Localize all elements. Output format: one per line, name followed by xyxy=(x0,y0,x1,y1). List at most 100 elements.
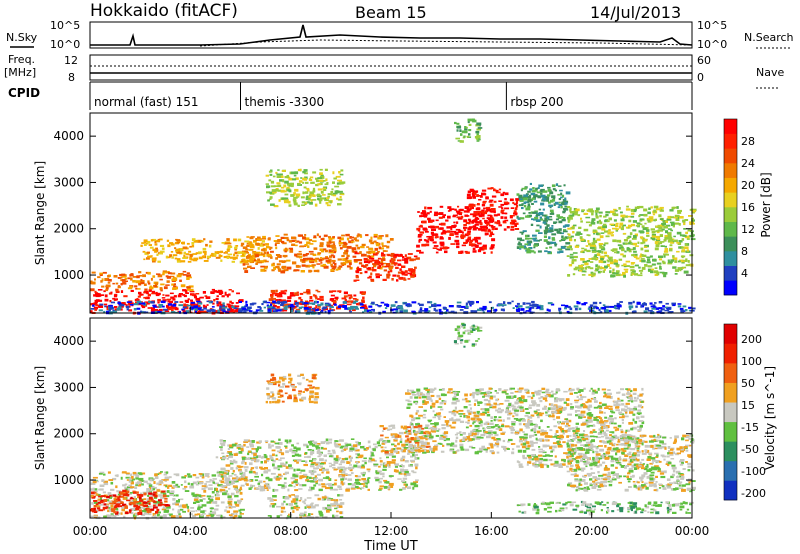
power-cell xyxy=(312,294,316,297)
velocity-cell xyxy=(170,515,176,518)
velocity-cell xyxy=(108,479,114,481)
velocity-cell xyxy=(348,455,352,459)
velocity-cell xyxy=(216,490,219,494)
velocity-cell xyxy=(333,441,337,445)
velocity-cell xyxy=(342,449,347,451)
power-cell xyxy=(262,243,266,246)
power-cell xyxy=(456,221,459,224)
power-cell xyxy=(208,255,211,258)
power-cell xyxy=(329,306,334,309)
velocity-cell xyxy=(240,448,244,452)
power-cell xyxy=(502,221,507,224)
power-cell xyxy=(375,243,380,247)
velocity-cell xyxy=(264,482,269,485)
power-cell xyxy=(298,180,303,183)
velocity-cell xyxy=(363,457,367,460)
velocity-cell xyxy=(251,440,255,443)
power-cell xyxy=(126,308,129,311)
power-cell xyxy=(167,244,171,248)
power-cell xyxy=(143,283,147,286)
velocity-cell xyxy=(250,484,256,487)
velocity-cell xyxy=(254,472,258,475)
power-cell xyxy=(284,305,290,308)
power-cell xyxy=(613,213,619,217)
power-cell xyxy=(484,219,488,223)
velocity-cell xyxy=(130,511,134,515)
power-cell xyxy=(337,258,342,261)
power-cell xyxy=(97,276,101,279)
velocity-cell xyxy=(405,392,410,395)
power-cell xyxy=(169,242,174,245)
velocity-cell xyxy=(272,499,277,501)
power-cell xyxy=(208,300,213,304)
power-cell xyxy=(226,238,230,241)
power-cell xyxy=(334,185,340,188)
velocity-cell xyxy=(284,496,290,500)
power-cell xyxy=(264,265,268,268)
velocity-cell xyxy=(154,492,158,495)
power-cell xyxy=(217,289,223,292)
power-cell xyxy=(652,238,656,241)
power-cell xyxy=(428,306,432,309)
velocity-cell xyxy=(238,509,242,512)
power-cell xyxy=(562,230,568,233)
velocity-cell xyxy=(192,481,197,485)
power-cell xyxy=(465,251,470,254)
power-cell xyxy=(356,268,361,271)
power-cell xyxy=(301,302,304,305)
power-cell xyxy=(132,280,136,283)
power-cell xyxy=(154,285,157,288)
power-cell xyxy=(191,293,194,297)
power-cell xyxy=(533,251,536,254)
velocity-cell xyxy=(347,461,351,464)
velocity-cell xyxy=(325,487,330,490)
power-cell xyxy=(601,228,606,231)
power-cell xyxy=(273,205,279,208)
velocity-cell xyxy=(340,459,345,463)
power-cell xyxy=(325,202,329,205)
cpid-segment-label: themis -3300 xyxy=(245,95,325,109)
velocity-cell xyxy=(191,492,195,496)
power-cell xyxy=(167,300,170,303)
power-cell xyxy=(157,298,161,302)
power-cell xyxy=(232,311,235,313)
power-cell xyxy=(472,196,476,199)
power-cell xyxy=(183,274,187,276)
velocity-cell xyxy=(205,516,209,519)
velocity-cell xyxy=(125,472,130,475)
power-cell xyxy=(138,271,142,274)
power-cell xyxy=(182,306,187,309)
velocity-cell xyxy=(464,448,470,452)
velocity-cell xyxy=(108,496,113,499)
velocity-cell xyxy=(314,475,317,478)
power-cell xyxy=(646,232,650,234)
velocity-cell xyxy=(136,481,142,484)
power-cell xyxy=(575,208,580,212)
power-cell xyxy=(190,288,194,292)
power-cell xyxy=(254,252,258,256)
velocity-cell xyxy=(339,474,344,478)
velocity-cell xyxy=(276,450,282,453)
power-cell xyxy=(411,301,417,304)
power-cell xyxy=(211,309,216,312)
velocity-cell xyxy=(137,483,142,487)
power-cell xyxy=(129,302,134,305)
power-cell xyxy=(419,215,423,218)
velocity-cell xyxy=(331,449,336,452)
power-cell xyxy=(273,297,276,300)
power-cell xyxy=(551,241,557,244)
velocity-cell xyxy=(449,444,454,447)
power-cell xyxy=(158,308,163,312)
power-cell xyxy=(357,246,360,250)
velocity-cell xyxy=(161,479,165,481)
velocity-cell xyxy=(200,510,205,514)
power-cell xyxy=(305,264,310,268)
velocity-cell xyxy=(117,493,121,496)
velocity-cell xyxy=(400,464,403,466)
velocity-cell xyxy=(241,456,247,460)
velocity-cell xyxy=(316,465,321,467)
power-cell xyxy=(605,310,610,313)
power-cell xyxy=(660,308,665,311)
velocity-cell xyxy=(279,477,282,480)
velocity-cell xyxy=(305,460,308,464)
